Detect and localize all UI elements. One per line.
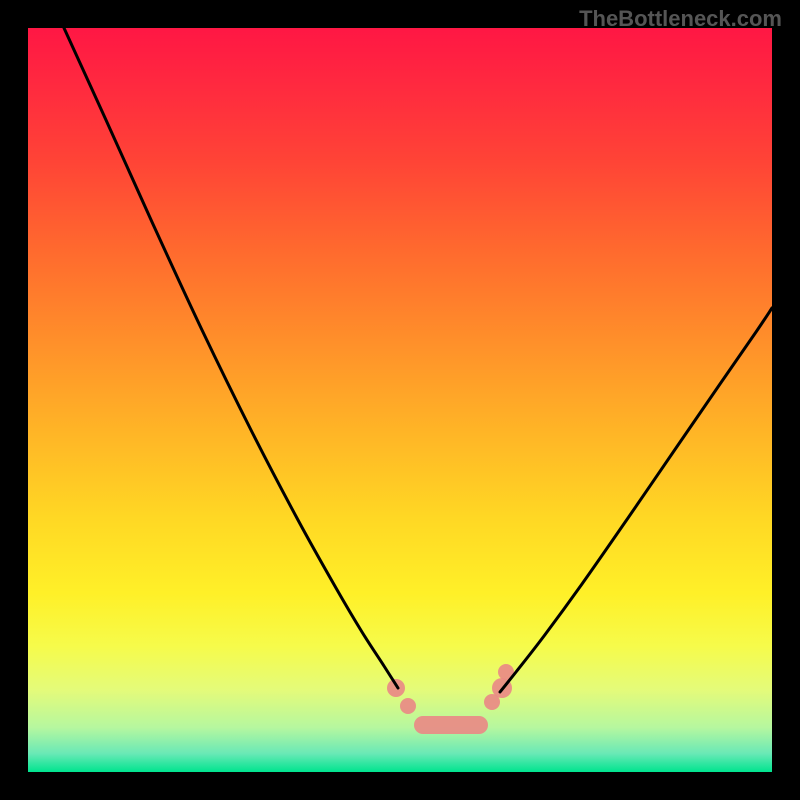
- valley-dot: [387, 679, 405, 697]
- valley-bar: [414, 716, 488, 734]
- watermark-text: TheBottleneck.com: [579, 6, 782, 32]
- plot-background: [28, 28, 772, 772]
- chart-container: TheBottleneck.com: [0, 0, 800, 800]
- valley-dot: [400, 698, 416, 714]
- bottleneck-chart: [0, 0, 800, 800]
